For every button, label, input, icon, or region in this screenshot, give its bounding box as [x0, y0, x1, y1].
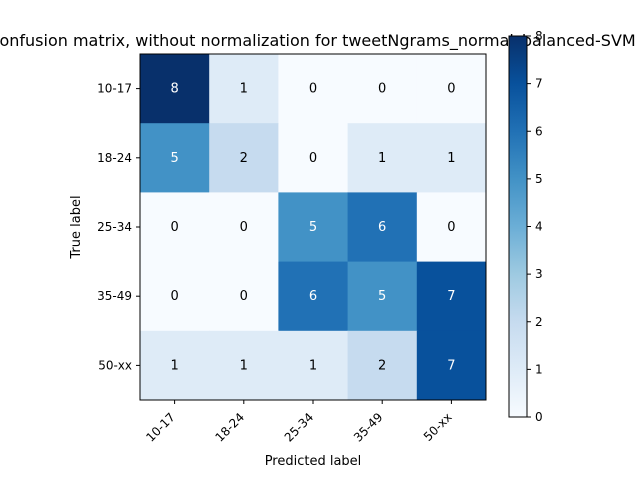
heatmap-cells: [140, 54, 487, 401]
cell-value-label: 2: [240, 151, 248, 166]
x-tick-label: 18-24: [213, 410, 248, 445]
cell-value-label: 5: [309, 220, 317, 235]
cell-value-label: 0: [170, 220, 178, 235]
cell-value-label: 5: [170, 151, 178, 166]
heatmap-cell: [416, 123, 487, 193]
heatmap-cell: [278, 330, 349, 401]
cell-value-label: 0: [309, 82, 317, 97]
colorbar-tick-label: 1: [535, 362, 543, 376]
colorbar-tick-label: 4: [535, 220, 543, 234]
heatmap-cell: [278, 123, 349, 193]
heatmap-cell: [140, 330, 210, 401]
colorbar-tick-label: 3: [535, 267, 543, 281]
x-axis-label: Predicted label: [265, 454, 362, 469]
heatmap-cell: [347, 330, 418, 401]
y-tick-label: 10-17: [97, 82, 132, 96]
cell-value-label: 0: [378, 82, 386, 97]
cell-value-label: 1: [309, 358, 317, 373]
colorbar-tick-label: 7: [535, 77, 543, 91]
chart-title: Confusion matrix, without normalization …: [0, 31, 636, 51]
cell-value-labels: 8 1 0 0 0 5 2 0 1 1 0 0 5 6 0 0 0 6 5 7 1 1 1 2 7: [170, 82, 455, 374]
y-tick-label: 25-34: [97, 220, 132, 234]
cell-value-label: 0: [447, 220, 455, 235]
cell-value-label: 0: [240, 289, 248, 304]
cell-value-label: 0: [240, 220, 248, 235]
heatmap-cell: [140, 192, 210, 263]
cell-value-label: 1: [240, 358, 248, 373]
y-axis-label: True label: [69, 195, 84, 259]
heatmap-cell: [416, 192, 487, 263]
cell-value-label: 2: [378, 358, 386, 373]
heatmap-cell: [278, 261, 349, 332]
cell-value-label: 0: [170, 289, 178, 304]
colorbar-tick-label: 5: [535, 172, 543, 186]
heatmap-cell: [416, 330, 487, 401]
heatmap-cell: [416, 54, 487, 124]
heatmap-cell: [140, 261, 210, 332]
heatmap-cell: [209, 123, 279, 193]
heatmap-cell: [278, 54, 349, 124]
heatmap-cell: [347, 54, 418, 124]
heatmap-cell: [416, 261, 487, 332]
cell-value-label: 0: [309, 151, 317, 166]
colorbar-tick-label: 2: [535, 315, 543, 329]
y-tick-label: 50-xx: [98, 358, 132, 372]
y-tick-label: 18-24: [97, 151, 132, 165]
colorbar-tick-label: 0: [535, 410, 543, 424]
x-tick-label: 50-xx: [421, 410, 455, 444]
y-tick-label: 35-49: [97, 289, 132, 303]
heatmap-cell: [140, 54, 210, 124]
heatmap-cell: [347, 123, 418, 193]
heatmap-cell: [209, 192, 279, 263]
x-tick-label: 25-34: [282, 410, 317, 445]
heatmap-cell: [278, 192, 349, 263]
heatmap-cell: [140, 123, 210, 193]
x-tick-label: 35-49: [351, 410, 386, 445]
heatmap-cell: [209, 330, 279, 401]
cell-value-label: 7: [447, 358, 455, 373]
heatmap-cell: [209, 54, 279, 124]
cell-value-label: 1: [170, 358, 178, 373]
heatmap-cell: [209, 261, 279, 332]
cell-value-label: 7: [447, 289, 455, 304]
colorbar-tick-label: 8: [535, 29, 543, 43]
cell-value-label: 6: [309, 289, 317, 304]
cell-value-label: 1: [378, 151, 386, 166]
cell-value-label: 1: [240, 82, 248, 97]
heatmap-cell: [347, 192, 418, 263]
colorbar-ticks: 0 1 2 3 4 5 6 7 8: [527, 29, 543, 424]
heatmap-cell: [347, 261, 418, 332]
cell-value-label: 5: [378, 289, 386, 304]
y-axis-ticks: 10-17 18-24 25-34 35-49 50-xx: [97, 82, 140, 372]
colorbar: [508, 35, 528, 418]
cell-value-label: 8: [170, 82, 178, 97]
colorbar-tick-label: 6: [535, 124, 543, 138]
x-axis-ticks: 10-17 18-24 25-34 35-49 50-xx: [143, 400, 455, 445]
cell-value-label: 1: [447, 151, 455, 166]
cell-value-label: 6: [378, 220, 386, 235]
cell-value-label: 0: [447, 82, 455, 97]
x-tick-label: 10-17: [143, 410, 178, 445]
